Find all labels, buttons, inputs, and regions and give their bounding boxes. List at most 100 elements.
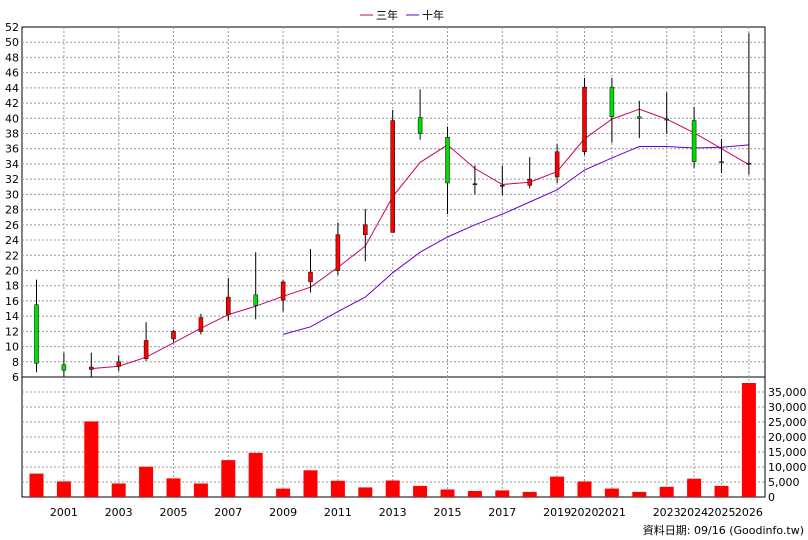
candlestick [582,77,587,155]
volume-bar [440,489,455,497]
volume-bar [56,481,71,497]
volume-bar [139,466,154,497]
candle-body [363,224,368,235]
candle-body [143,340,149,359]
candlestick [280,280,286,312]
volume-tick-label: 5,000 [768,476,800,489]
price-tick-label: 28 [5,204,19,217]
candlestick [363,208,368,262]
candlestick [719,138,724,174]
candlestick [746,33,752,175]
candle-body [34,304,39,364]
legend-label-three-year: 三年 [376,8,398,22]
price-tick-label: 8 [12,356,19,369]
candle-body [198,317,204,332]
x-tick-label: 2026 [735,506,763,519]
price-tick-label: 38 [5,128,19,141]
candle-body [417,117,423,134]
price-tick-label: 34 [5,158,19,171]
candle-body [445,137,450,184]
volume-bar [550,476,565,497]
x-tick-label: 2001 [50,506,78,519]
price-tick-label: 24 [5,234,19,247]
price-tick-label: 22 [5,249,19,262]
candlestick [308,249,313,293]
price-tick-label: 18 [5,280,19,293]
legend: 三年 十年 [360,8,444,22]
volume-tick-label: 35,000 [768,386,807,399]
price-tick-label: 6 [12,371,19,384]
volume-bar [330,480,345,497]
candlestick [554,144,560,183]
volume-bar [577,481,592,497]
candlestick [198,313,204,335]
volume-bar [385,480,400,497]
candlestick [664,92,669,134]
volume-bar [358,487,373,497]
candle-body [746,162,752,165]
candle-body [390,120,395,233]
price-tick-label: 10 [5,341,19,354]
price-tick-label: 26 [5,219,19,232]
x-tick-label: 2020 [571,506,599,519]
price-tick-label: 50 [5,36,19,49]
price-tick-label: 12 [5,325,19,338]
candlestick [89,352,94,377]
volume-bar [413,485,428,497]
candlestick [417,89,423,140]
x-tick-label: 2024 [680,506,708,519]
volume-tick-label: 25,000 [768,416,807,429]
volume-bar [303,470,318,497]
candlestick [445,126,450,215]
candle-body [609,86,615,118]
volume-tick-label: 15,000 [768,446,807,459]
candle-body [335,234,341,271]
legend-label-ten-year: 十年 [422,8,444,22]
x-tick-label: 2021 [598,506,626,519]
price-tick-label: 32 [5,173,19,186]
volume-bar [276,488,291,497]
volume-tick-label: 30,000 [768,401,807,414]
volume-tick-label: 0 [768,491,775,504]
price-tick-label: 16 [5,295,19,308]
candlestick [143,322,149,362]
volume-bar [193,483,208,497]
candle-body [280,281,286,301]
price-tick-label: 20 [5,264,19,277]
price-tick-label: 52 [5,21,19,34]
price-tick-label: 44 [5,82,19,95]
candlestick [253,252,258,320]
candle-body [554,151,560,178]
candle-body [171,331,176,340]
x-tick-label: 2015 [434,506,462,519]
candlestick [637,100,642,139]
candle-body [664,118,669,121]
volume-bar [111,483,126,497]
x-tick-label: 2007 [214,506,242,519]
volume-bars [29,383,756,497]
candle-body [226,296,231,315]
source-label: 資料日期: 09/16 (Goodinfo.tw) [643,523,804,537]
volume-bar [84,421,99,497]
candle-body [116,361,121,367]
x-axis: 2001 2003 2005 2007 2009 2011 2013 2015 2017 2019… [50,506,763,519]
price-tick-label: 48 [5,51,19,64]
volume-bar [687,478,702,497]
candle-body [61,364,67,371]
candle-body [527,178,532,186]
candle-body [500,185,505,187]
volume-bar [495,490,510,497]
volume-bar [604,488,619,497]
x-tick-label: 2005 [160,506,188,519]
candlesticks [34,33,752,377]
candle-body [308,271,313,283]
volume-tick-label: 10,000 [768,461,807,474]
price-y-axis: 6 8 10 12 14 16 18 20 22 24 26 28 30 32 34 36 38 40 42 44 46… [5,21,19,384]
x-tick-label: 2023 [653,506,681,519]
candlestick [527,157,532,189]
candle-body [472,183,478,185]
ten-year-line [282,144,749,335]
price-tick-label: 14 [5,310,19,323]
volume-bar [467,491,482,497]
volume-bar [221,460,236,497]
